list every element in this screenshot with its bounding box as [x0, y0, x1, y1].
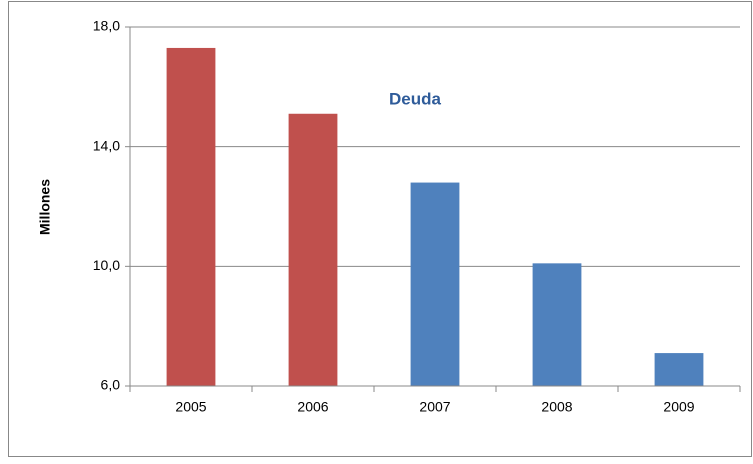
x-tick-label: 2005 — [175, 399, 206, 415]
x-tick-label: 2008 — [541, 399, 572, 415]
bar — [288, 113, 338, 386]
bar — [532, 263, 582, 386]
y-tick-label: 6,0 — [101, 377, 121, 393]
chart-title: Deuda — [389, 89, 442, 108]
x-tick-label: 2006 — [297, 399, 328, 415]
y-tick-label: 18,0 — [93, 18, 120, 34]
y-axis-label: Millones — [37, 179, 53, 235]
y-tick-label: 10,0 — [93, 257, 120, 273]
chart-border — [8, 1, 752, 457]
bar — [654, 353, 704, 386]
bar — [410, 182, 460, 386]
y-tick-label: 14,0 — [93, 137, 120, 153]
bar — [166, 47, 216, 387]
x-tick-label: 2009 — [663, 399, 694, 415]
x-tick-label: 2007 — [419, 399, 450, 415]
